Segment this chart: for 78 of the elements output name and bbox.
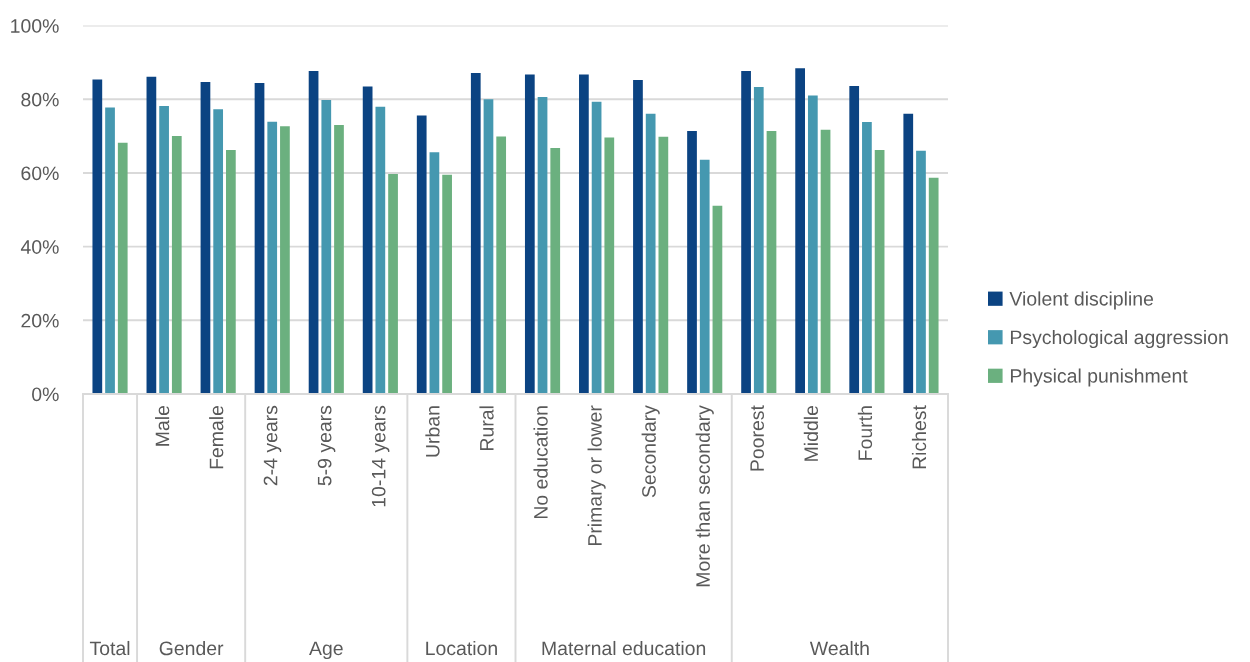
bar	[658, 136, 669, 394]
bar	[820, 129, 831, 394]
bar	[766, 130, 777, 394]
bar	[226, 150, 236, 394]
x-tick-label: Primary or lower	[587, 405, 606, 546]
y-tick-label: 0%	[32, 387, 59, 402]
y-tick-label: 100%	[11, 19, 59, 33]
legend-label: Violent discipline	[1009, 291, 1154, 310]
bar	[862, 122, 872, 394]
bar	[874, 150, 885, 394]
bar	[645, 113, 656, 394]
legend-label: Psychological aggression	[1010, 329, 1228, 349]
x-tick-label: 10-14 years	[371, 405, 390, 507]
bar	[117, 142, 128, 394]
bar	[213, 109, 224, 394]
bar	[280, 126, 290, 394]
bar	[171, 136, 182, 394]
bar	[496, 136, 507, 394]
bar	[200, 81, 211, 394]
bar	[579, 74, 589, 394]
legend-label: Physical punishment	[1010, 368, 1188, 387]
bar	[807, 95, 818, 394]
bar	[687, 130, 697, 394]
bar	[429, 152, 440, 394]
x-tick-label: Middle	[803, 405, 819, 461]
x-tick-label: Rural	[479, 406, 494, 450]
bar	[321, 100, 332, 394]
bar	[483, 99, 494, 394]
bar	[362, 86, 373, 394]
x-tick-label: More than secondary	[695, 405, 714, 587]
bar	[903, 113, 914, 394]
bar	[849, 86, 860, 394]
bar	[591, 101, 602, 394]
x-tick-label: Male	[155, 405, 170, 446]
bar	[388, 174, 398, 394]
bar	[254, 83, 265, 394]
bar	[146, 76, 157, 394]
y-tick-label: 60%	[21, 166, 59, 181]
text: Maternal education	[542, 640, 706, 656]
bar	[712, 205, 723, 394]
bar	[795, 68, 805, 394]
bar	[699, 159, 710, 394]
bar	[442, 174, 452, 394]
x-tick-label: 5-9 years	[317, 405, 336, 486]
bar	[524, 74, 535, 394]
x-tick-label: Urban	[425, 406, 440, 457]
y-tick-label: 40%	[20, 240, 59, 254]
bar	[537, 97, 548, 394]
bar	[928, 177, 939, 394]
y-tick-label: 20%	[21, 313, 59, 328]
bar	[159, 105, 169, 394]
bar	[375, 106, 386, 394]
bar	[267, 121, 278, 394]
bar	[550, 147, 561, 394]
bar	[916, 150, 926, 394]
bar	[334, 125, 344, 394]
x-tick-label: Secondary	[641, 405, 660, 498]
x-tick-label: Richest	[911, 405, 927, 469]
x-tick-label: 2-4 years	[263, 405, 282, 486]
bar	[633, 80, 643, 394]
text: Location	[426, 640, 497, 656]
bar	[604, 137, 615, 394]
bar	[753, 87, 764, 394]
bar	[741, 70, 751, 394]
x-tick-label: No education	[533, 406, 548, 519]
bar	[92, 79, 103, 394]
bar	[470, 73, 481, 394]
bar	[308, 70, 319, 394]
y-tick-label: 80%	[21, 92, 59, 107]
bar	[105, 107, 115, 394]
text: Wealth	[809, 640, 869, 656]
x-tick-label: Fourth	[857, 406, 873, 460]
x-tick-label: Poorest	[750, 405, 764, 471]
text: Total	[89, 640, 130, 656]
text: Age	[309, 641, 343, 660]
x-tick-label: Female	[209, 405, 224, 469]
bar	[416, 115, 427, 394]
text: Gender	[159, 640, 224, 656]
